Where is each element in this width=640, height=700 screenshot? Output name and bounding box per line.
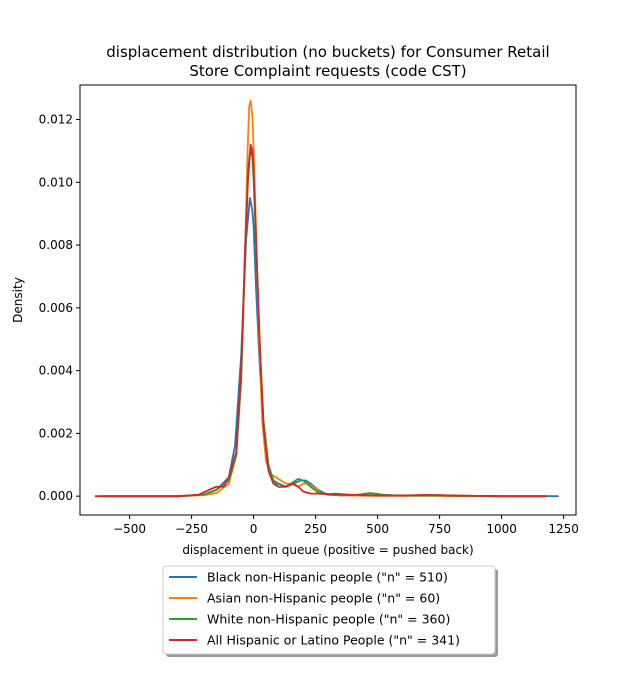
x-tick-label: 1000 [486, 522, 517, 536]
y-tick-label: 0.012 [39, 113, 73, 127]
x-tick-label: 0 [250, 522, 258, 536]
y-tick-label: 0.004 [39, 364, 73, 378]
x-tick-label: 500 [366, 522, 389, 536]
y-tick-label: 0.010 [39, 175, 73, 189]
series-line-4 [94, 143, 547, 498]
series-line-3 [104, 146, 547, 498]
legend-label-4: All Hispanic or Latino People ("n" = 341… [207, 633, 460, 648]
y-tick-label: 0.000 [39, 489, 73, 503]
x-axis: −500 −250 0 250 500 750 1000 1250 [113, 515, 579, 536]
x-tick-label: −500 [113, 522, 146, 536]
x-tick-label: 750 [428, 522, 451, 536]
y-tick-label: 0.008 [39, 238, 73, 252]
y-axis: 0.000 0.002 0.004 0.006 0.008 0.010 0.012 [39, 113, 80, 503]
y-tick-label: 0.006 [39, 301, 73, 315]
y-tick-label: 0.002 [39, 426, 73, 440]
chart-title-line-1: displacement distribution (no buckets) f… [106, 43, 549, 61]
legend-label-3: White non-Hispanic people ("n" = 360) [207, 612, 450, 627]
legend-box [162, 565, 496, 655]
y-axis-label: Density [11, 277, 25, 323]
x-tick-label: 250 [304, 522, 327, 536]
legend-label-2: Asian non-Hispanic people ("n" = 60) [207, 591, 440, 606]
x-tick-label: 1250 [548, 522, 579, 536]
x-tick-label: −250 [175, 522, 208, 536]
series-line-1 [99, 197, 559, 498]
plot-lines [94, 99, 559, 498]
series-line-2 [109, 99, 547, 498]
chart-title-line-2: Store Complaint requests (code CST) [189, 62, 466, 80]
legend-label-1: Black non-Hispanic people ("n" = 510) [207, 570, 448, 585]
x-axis-label: displacement in queue (positive = pushed… [182, 543, 473, 557]
legend: Black non-Hispanic people ("n" = 510) Asi… [162, 565, 498, 657]
plot-area-frame [79, 84, 577, 516]
